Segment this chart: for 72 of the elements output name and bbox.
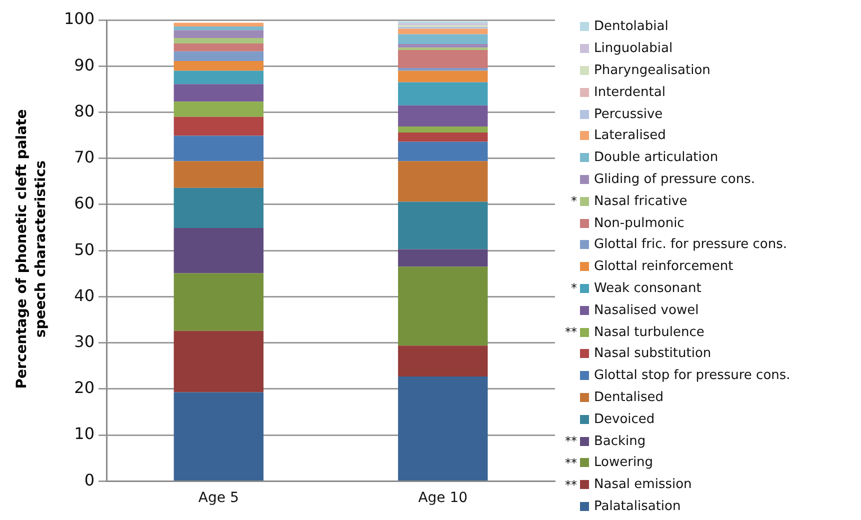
bar bbox=[398, 132, 488, 142]
legend-label: Nasalised vowel bbox=[594, 302, 699, 318]
legend-label: Pharyngealisation bbox=[594, 62, 710, 78]
legend-label: Gliding of pressure cons. bbox=[594, 172, 755, 187]
bar bbox=[174, 44, 264, 52]
legend-label: Dentolabial bbox=[594, 19, 668, 34]
bar bbox=[174, 30, 264, 38]
y-tick-label: 80 bbox=[74, 101, 95, 120]
bar bbox=[174, 161, 264, 188]
bar bbox=[174, 84, 264, 102]
bar bbox=[174, 116, 264, 136]
legend-label: Lateralised bbox=[594, 128, 666, 144]
legend-label: Glottal fric. for pressure cons. bbox=[594, 237, 788, 252]
bar bbox=[398, 105, 488, 127]
bar bbox=[174, 26, 264, 30]
bar bbox=[398, 44, 488, 48]
bar bbox=[398, 202, 488, 250]
bar bbox=[398, 68, 488, 71]
y-axis-title: Percentage of phonetic cleft palate speech characteristics bbox=[13, 108, 50, 391]
bar bbox=[174, 273, 264, 331]
text: ** Nasal turbulence bbox=[565, 324, 704, 340]
legend-label: Devoiced bbox=[594, 412, 655, 427]
legend-label: Dentalised bbox=[594, 390, 664, 405]
y-tick-label: 70 bbox=[74, 148, 95, 167]
legend-label: Glottal reinforcement bbox=[594, 259, 734, 274]
y-tick-label: 60 bbox=[74, 194, 95, 213]
legend-label: Glottal stop for pressure cons. bbox=[594, 368, 790, 384]
bar bbox=[398, 266, 488, 346]
bar bbox=[174, 22, 264, 26]
text: ** Nasal emission bbox=[565, 477, 692, 492]
y-tick-label: 40 bbox=[74, 286, 95, 305]
bar bbox=[398, 70, 488, 82]
bar bbox=[398, 142, 488, 162]
legend-label: Interdental bbox=[594, 84, 666, 100]
legend-label: Nasal substitution bbox=[594, 346, 712, 362]
text: ** Backing bbox=[565, 434, 646, 449]
legend-label: Percussive bbox=[594, 106, 663, 122]
bar bbox=[174, 61, 264, 71]
bar bbox=[398, 28, 488, 34]
legend-label: Non-pulmonic bbox=[594, 216, 684, 231]
bar bbox=[174, 136, 264, 162]
bar bbox=[398, 126, 488, 133]
bar bbox=[398, 34, 488, 44]
y-tick-label: 30 bbox=[74, 332, 95, 351]
x-tick-label: Age 5 bbox=[198, 490, 239, 506]
bar bbox=[398, 82, 488, 106]
y-tick-label: 50 bbox=[74, 240, 95, 259]
bar bbox=[174, 330, 264, 392]
bar bbox=[398, 346, 488, 377]
bar bbox=[398, 376, 488, 480]
x-tick-label: Age 10 bbox=[418, 490, 468, 506]
bar bbox=[398, 249, 488, 267]
bar bbox=[174, 51, 264, 62]
bar bbox=[174, 392, 264, 480]
text: * Weak consonant bbox=[571, 280, 702, 296]
y-tick-label: 100 bbox=[64, 9, 95, 28]
y-tick-label: 90 bbox=[74, 55, 95, 74]
legend-label: Palatalisation bbox=[594, 498, 681, 514]
bar bbox=[174, 102, 264, 117]
bar bbox=[398, 161, 488, 202]
bar bbox=[174, 188, 264, 228]
bar bbox=[174, 228, 264, 274]
y-tick-label: 20 bbox=[74, 378, 95, 398]
legend-label: Linguolabial bbox=[594, 41, 673, 56]
bar bbox=[398, 50, 488, 68]
text: * Nasal fricative bbox=[571, 194, 688, 209]
bar bbox=[174, 38, 264, 44]
bar bbox=[174, 70, 264, 84]
legend-label: Double articulation bbox=[594, 150, 718, 166]
text: ** Lowering bbox=[565, 455, 654, 470]
y-tick-label: 0 bbox=[84, 470, 95, 490]
y-tick-label: 10 bbox=[74, 424, 95, 444]
